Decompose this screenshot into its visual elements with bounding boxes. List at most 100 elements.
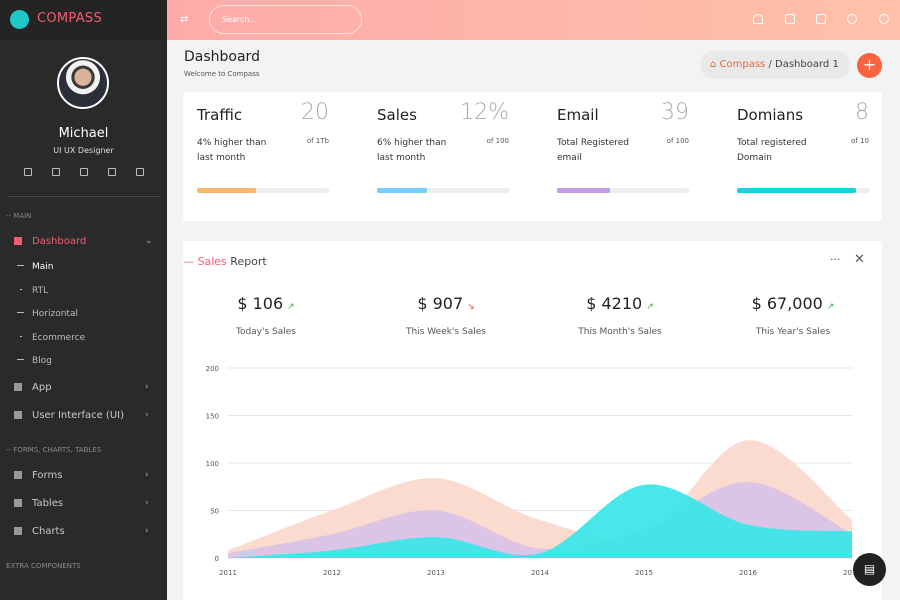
settings-icon[interactable] xyxy=(879,14,889,24)
power-icon[interactable] xyxy=(847,14,857,24)
stat: Traffic 20 4% higher than last month of 1Tb xyxy=(197,92,329,193)
icon[interactable] xyxy=(80,168,88,176)
chevron: › xyxy=(145,381,149,392)
trend-up: ↗ xyxy=(287,302,295,312)
stat-value: 39 xyxy=(661,100,689,125)
brand-name: COMPASS xyxy=(37,11,103,26)
chevron: › xyxy=(145,497,149,508)
summary-label: This Week's Sales xyxy=(406,327,486,337)
y-tick-label: 0 xyxy=(215,555,219,563)
nav-subitem[interactable]: RTL xyxy=(17,286,48,296)
stat-title: Email xyxy=(557,106,599,124)
stat-value: 12% xyxy=(460,100,509,125)
chevron: › xyxy=(145,525,149,536)
page-subtitle: Welcome to Compass xyxy=(184,70,260,78)
section-label: -- MAIN xyxy=(6,212,32,220)
trend-up: ↗ xyxy=(826,302,835,312)
stat-unit: of 100 xyxy=(486,137,509,145)
sales-report-card: — Sales Report ··· ✕ $ 106 ↗ Today's Sales… xyxy=(183,241,882,600)
x-tick-label: 2011 xyxy=(219,569,237,577)
summary-item: $ 67,000 ↗ This Year's Sales xyxy=(713,294,873,337)
x-tick-label: 2017 xyxy=(843,569,861,577)
summary-value: $ 67,000 ↗ xyxy=(751,294,835,313)
page-title: Dashboard xyxy=(184,49,260,65)
fullscreen-icon[interactable] xyxy=(816,14,826,24)
y-tick-label: 200 xyxy=(206,365,219,373)
x-tick-label: 2012 xyxy=(323,569,341,577)
section-label: EXTRA COMPONENTS xyxy=(6,561,81,570)
toggle-icon[interactable]: ⇄ xyxy=(180,14,189,25)
area-series xyxy=(228,484,852,558)
progress-bar xyxy=(377,188,428,193)
nav-subitem[interactable]: Blog xyxy=(17,356,52,366)
progress-track xyxy=(197,188,329,193)
nav-subitem[interactable]: Horizontal xyxy=(17,309,78,319)
nav-subitem[interactable]: Main xyxy=(17,262,54,272)
user-role: UI UX Designer xyxy=(53,146,114,155)
flag-icon[interactable] xyxy=(785,14,795,24)
chat-button[interactable]: ▤ xyxy=(853,553,886,586)
avatar[interactable] xyxy=(57,57,109,109)
progress-bar xyxy=(557,188,610,193)
stat-description: Total registered Domain xyxy=(737,138,807,163)
nav-item[interactable]: Charts xyxy=(14,526,65,537)
summary-value: $ 907 ↘ xyxy=(417,294,475,313)
user-actions xyxy=(24,168,144,176)
topbar: ⇄ Search... xyxy=(167,0,900,40)
stat-description: 6% higher than last month xyxy=(377,138,447,163)
stat-title: Traffic xyxy=(197,106,243,124)
summary-value: $ 4210 ↗ xyxy=(586,294,654,313)
icon[interactable] xyxy=(108,168,116,176)
nav-item[interactable]: Dashboard xyxy=(14,236,86,247)
stat-description: 4% higher than last month xyxy=(197,138,267,163)
progress-track xyxy=(557,188,689,193)
y-tick-label: 100 xyxy=(206,460,219,468)
bell-icon[interactable] xyxy=(753,14,763,24)
stat-value: 20 xyxy=(301,100,329,125)
more-button[interactable]: ··· xyxy=(830,253,841,266)
card-title: — Sales Report xyxy=(183,255,267,268)
trend-down: ↘ xyxy=(467,302,475,312)
summary-value: $ 106 ↗ xyxy=(237,294,295,313)
logo xyxy=(10,10,29,29)
chevron: › xyxy=(145,409,149,420)
section-label: -- FORMS, CHARTS, TABLES xyxy=(6,445,102,454)
summary-label: This Year's Sales xyxy=(755,327,831,337)
sidebar: COMPASS Michael UI UX Designer -- MAIN Da… xyxy=(0,0,167,600)
progress-bar xyxy=(197,188,257,193)
chart: 0 50 100 150 200 2011 2012 2013 2014 2015 2016 2017 xyxy=(206,365,861,577)
nav-subitem[interactable]: Ecommerce xyxy=(17,333,85,343)
stat-value: 8 xyxy=(855,100,869,125)
brand-bar: COMPASS xyxy=(0,0,167,40)
add-button[interactable]: + xyxy=(857,53,882,78)
x-tick-label: 2015 xyxy=(635,569,653,577)
x-tick-label: 2014 xyxy=(531,569,549,577)
icon[interactable] xyxy=(24,168,32,176)
stat: Sales 12% 6% higher than last month of 100 xyxy=(377,92,509,193)
summary-item: $ 907 ↘ This Week's Sales xyxy=(366,294,526,337)
x-tick-label: 2016 xyxy=(739,569,757,577)
breadcrumb-current: Dashboard 1 xyxy=(775,59,839,70)
nav-item[interactable]: User Interface (UI) xyxy=(14,410,124,421)
y-tick-label: 150 xyxy=(206,413,219,421)
close-button[interactable]: ✕ xyxy=(854,252,865,267)
nav-item[interactable]: Tables xyxy=(14,498,63,509)
stat-title: Domians xyxy=(737,106,804,124)
search-box[interactable]: Search... xyxy=(209,5,362,34)
stat-unit: of 10 xyxy=(851,137,869,145)
progress-bar xyxy=(737,188,856,193)
icon[interactable] xyxy=(136,168,144,176)
chevron: › xyxy=(145,469,149,480)
summary-item: $ 4210 ↗ This Month's Sales xyxy=(540,294,700,337)
icon[interactable] xyxy=(52,168,60,176)
chevron: ⌄ xyxy=(145,236,153,246)
breadcrumb-link[interactable]: ⌂ Compass xyxy=(710,59,766,70)
nav-item[interactable]: Forms xyxy=(14,470,62,481)
x-tick-label: 2013 xyxy=(427,569,445,577)
trend-up: ↗ xyxy=(646,302,654,312)
stat: Email 39 Total Registered email of 100 xyxy=(557,92,689,193)
progress-track xyxy=(737,188,869,193)
nav-item[interactable]: App xyxy=(14,382,52,393)
breadcrumb: ⌂ Compass / Dashboard 1 xyxy=(700,51,850,79)
